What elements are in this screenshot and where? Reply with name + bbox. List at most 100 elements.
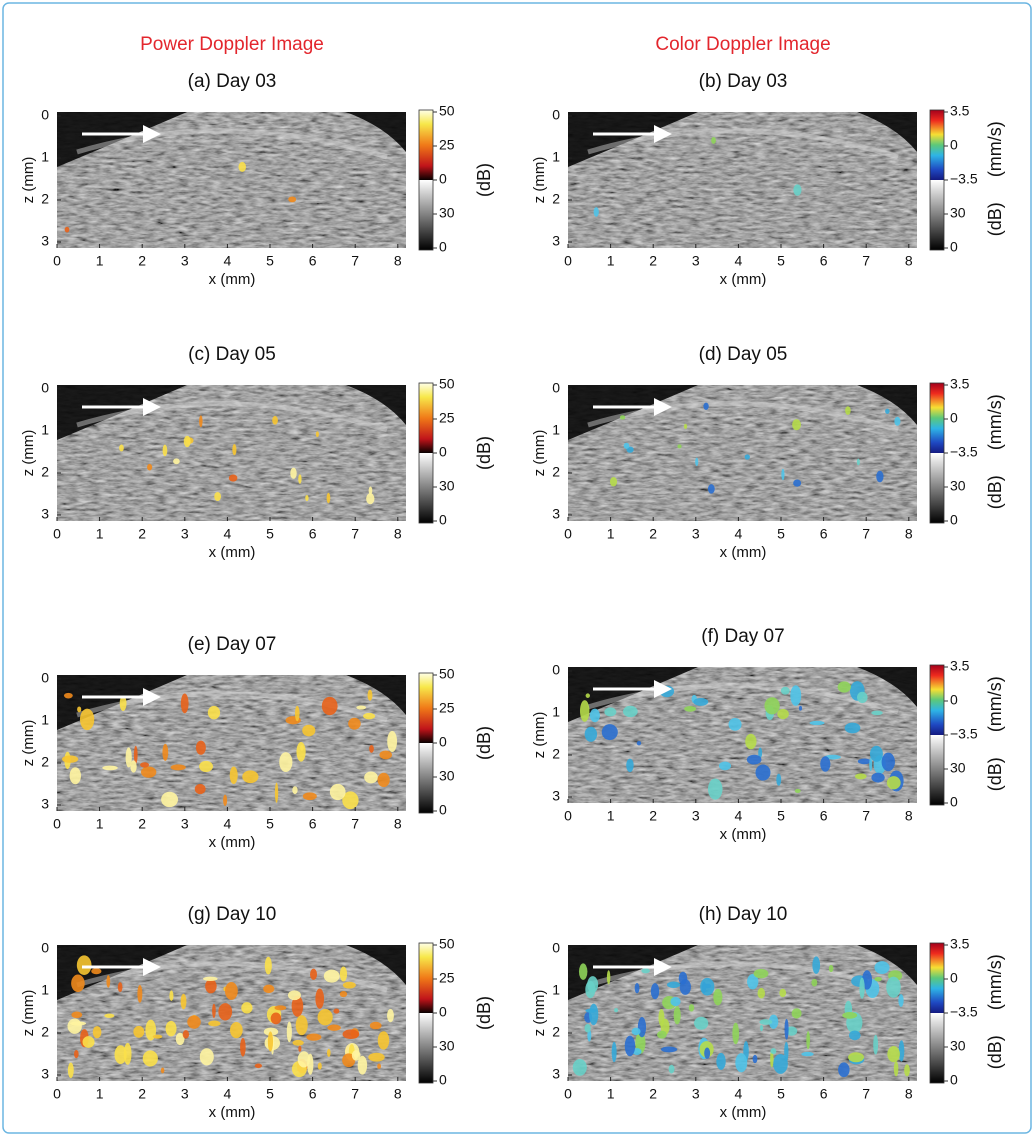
colorbar-tick-label: 0 <box>950 692 958 708</box>
flow-signal <box>792 1008 802 1018</box>
flow-signal <box>781 469 784 481</box>
flow-signal <box>573 1059 587 1076</box>
flow-signal <box>316 431 319 437</box>
x-tick-label: 4 <box>735 253 743 269</box>
colorbar-unit: (mm/s) <box>985 394 1005 450</box>
x-tick-label: 1 <box>96 526 104 542</box>
flow-signal <box>759 1019 772 1025</box>
flow-signal <box>218 1003 232 1020</box>
x-tick-label: 7 <box>351 526 359 542</box>
flow-signal <box>612 1042 617 1062</box>
x-tick-label: 5 <box>266 1086 274 1102</box>
flow-signal <box>322 697 338 715</box>
y-tick-label: 0 <box>41 940 49 956</box>
flow-signal <box>632 1028 641 1035</box>
colorbar-tick-label: 0 <box>439 444 447 460</box>
x-axis-label: x (mm) <box>209 1104 256 1121</box>
flow-signal <box>585 981 595 998</box>
flow-signal <box>674 1006 681 1024</box>
flow-signal <box>327 493 331 504</box>
x-tick-label: 3 <box>692 1086 700 1102</box>
flow-signal <box>904 1064 910 1076</box>
flow-signal <box>580 700 589 722</box>
x-tick-label: 3 <box>181 1086 189 1102</box>
flow-signal <box>776 774 781 786</box>
flow-signal <box>70 767 81 784</box>
flow-signal <box>106 975 110 988</box>
y-tick-label: 2 <box>41 191 49 207</box>
flow-signal <box>102 766 118 771</box>
flow-signal <box>842 1012 857 1019</box>
flow-signal <box>614 1008 618 1012</box>
x-tick-label: 1 <box>96 1086 104 1102</box>
flow-signal <box>324 970 340 983</box>
flow-signal <box>695 458 698 466</box>
flow-signal <box>288 990 301 1000</box>
panel-title: (d) Day 05 <box>699 344 788 365</box>
flow-signal <box>859 978 864 999</box>
y-tick-label: 1 <box>41 712 49 728</box>
flow-signal <box>298 474 301 483</box>
flow-signal <box>585 1009 596 1013</box>
flow-signal <box>704 1047 710 1058</box>
x-tick-label: 1 <box>96 253 104 269</box>
flow-signal <box>71 1012 82 1019</box>
panel: (g) Day 100123456780123x (mm)z (mm)50250… <box>20 904 494 1121</box>
y-tick-label: 0 <box>41 670 49 686</box>
flow-signal <box>857 459 860 466</box>
flow-signal <box>306 1034 321 1041</box>
x-tick-label: 8 <box>905 253 913 269</box>
flow-signal <box>307 1054 313 1075</box>
x-tick-label: 2 <box>138 816 146 832</box>
y-axis-label: z (mm) <box>531 157 548 204</box>
y-tick-label: 2 <box>552 191 560 207</box>
flow-signal <box>870 746 883 762</box>
flow-signal <box>340 966 347 981</box>
colorbar-tick-label: 0 <box>950 137 958 153</box>
flow-signal <box>133 1026 144 1038</box>
flow-signal <box>225 982 238 1000</box>
flow-signal <box>302 725 315 737</box>
flow-signal <box>214 492 221 501</box>
colorbar-unit: (mm/s) <box>985 676 1005 732</box>
y-tick-label: 3 <box>552 233 560 249</box>
x-tick-label: 6 <box>820 526 828 542</box>
flow-signal <box>755 765 770 781</box>
flow-signal <box>886 977 901 998</box>
x-tick-label: 2 <box>649 253 657 269</box>
flow-signal <box>303 792 317 800</box>
colorbar-tick-label: 50 <box>439 103 455 119</box>
flow-signal <box>163 445 168 456</box>
x-tick-label: 4 <box>735 1086 743 1102</box>
flow-signal <box>161 792 178 807</box>
flow-signal <box>166 1021 177 1036</box>
colorbar-tick-label: 30 <box>950 1038 966 1054</box>
flow-signal <box>200 1048 214 1065</box>
flow-signal <box>366 493 374 504</box>
x-tick-label: 6 <box>309 526 317 542</box>
flow-signal <box>173 458 180 464</box>
flow-signal <box>637 741 641 745</box>
colorbar-unit: (dB) <box>474 436 494 470</box>
colorbar-upper <box>419 383 433 453</box>
x-tick-label: 2 <box>649 1086 657 1102</box>
flow-signal <box>799 706 802 711</box>
flow-signal <box>708 484 715 493</box>
flow-signal <box>579 963 587 979</box>
flow-signal <box>169 990 173 1001</box>
flow-signal <box>181 693 189 713</box>
flow-signal <box>119 445 124 452</box>
flow-signal <box>387 731 397 752</box>
flow-signal <box>203 977 218 981</box>
x-tick-label: 6 <box>820 808 828 824</box>
x-tick-label: 8 <box>394 1086 402 1102</box>
flow-signal <box>873 1035 878 1055</box>
flow-signal <box>305 495 308 501</box>
flow-signal <box>594 207 599 217</box>
flow-signal <box>882 753 895 772</box>
flow-signal <box>71 975 85 993</box>
flow-signal <box>363 713 375 719</box>
flow-signal <box>670 997 680 1006</box>
flow-signal <box>268 1031 273 1051</box>
colorbar-upper <box>419 943 433 1013</box>
